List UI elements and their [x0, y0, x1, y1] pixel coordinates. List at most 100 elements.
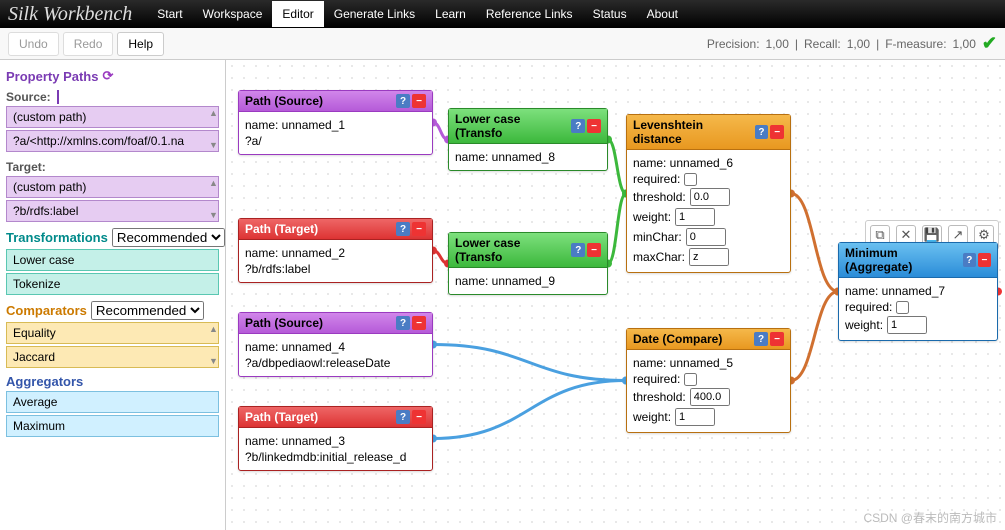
close-icon[interactable]: − — [978, 253, 991, 267]
comparators-select[interactable]: Recommended — [91, 301, 204, 320]
tab-about[interactable]: About — [637, 1, 688, 27]
required-row: required: — [845, 300, 991, 314]
close-icon[interactable]: − — [412, 410, 426, 424]
weight-input[interactable] — [887, 316, 927, 334]
maxchar-input[interactable] — [689, 248, 729, 266]
node-name: name: unnamed_3 — [245, 434, 426, 448]
tab-generate-links[interactable]: Generate Links — [324, 1, 425, 27]
required-row: required: — [633, 372, 784, 386]
palette-item[interactable]: Jaccard — [6, 346, 219, 368]
sidebar: Property Paths ⟳ Source: ▲▼(custom path)… — [0, 60, 226, 530]
transformations-select[interactable]: Recommended — [112, 228, 225, 247]
palette-item[interactable]: Tokenize — [6, 273, 219, 295]
node-date[interactable]: Date (Compare)?−name: unnamed_5required:… — [626, 328, 791, 433]
help-icon[interactable]: ? — [396, 222, 410, 236]
threshold-row: threshold: — [633, 188, 784, 206]
tab-start[interactable]: Start — [147, 1, 192, 27]
required-checkbox[interactable] — [896, 301, 909, 314]
undo-button[interactable]: Undo — [8, 32, 59, 56]
tab-editor[interactable]: Editor — [272, 1, 323, 27]
source-label: Source: — [6, 90, 219, 104]
fmeasure-value: 1,00 — [953, 37, 976, 51]
close-icon[interactable]: − — [412, 222, 426, 236]
node-name: name: unnamed_9 — [455, 274, 601, 288]
minchar-row: minChar: — [633, 228, 784, 246]
top-bar: Silk Workbench StartWorkspaceEditorGener… — [0, 0, 1005, 28]
maxchar-row: maxChar: — [633, 248, 784, 266]
node-lev[interactable]: Levenshtein distance?−name: unnamed_6req… — [626, 114, 791, 273]
close-icon[interactable]: − — [770, 332, 784, 346]
node-path: ?a/ — [245, 134, 426, 148]
transformations-title: Transformations Recommended — [6, 228, 219, 247]
palette-item[interactable]: (custom path) — [6, 106, 219, 128]
minchar-input[interactable] — [686, 228, 726, 246]
node-lc1[interactable]: Lower case (Transfo?−name: unnamed_8 — [448, 108, 608, 171]
node-path: ?b/rdfs:label — [245, 262, 426, 276]
palette-item[interactable]: Lower case — [6, 249, 219, 271]
weight-input[interactable] — [675, 208, 715, 226]
palette-item[interactable]: Maximum — [6, 415, 219, 437]
redo-button[interactable]: Redo — [63, 32, 114, 56]
help-icon[interactable]: ? — [571, 119, 585, 133]
required-checkbox[interactable] — [684, 373, 697, 386]
precision-label: Precision: — [707, 37, 760, 51]
tab-workspace[interactable]: Workspace — [193, 1, 273, 27]
tab-status[interactable]: Status — [583, 1, 637, 27]
node-path: ?a/dbpediaowl:releaseDate — [245, 356, 426, 370]
help-icon[interactable]: ? — [396, 316, 410, 330]
required-row: required: — [633, 172, 784, 186]
tab-learn[interactable]: Learn — [425, 1, 476, 27]
fmeasure-label: F-measure: — [885, 37, 946, 51]
close-icon[interactable]: − — [412, 316, 426, 330]
help-icon[interactable]: ? — [571, 243, 585, 257]
weight-row: weight: — [633, 208, 784, 226]
node-src2[interactable]: Path (Source)?−name: unnamed_4?a/dbpedia… — [238, 312, 433, 377]
recall-label: Recall: — [804, 37, 841, 51]
node-tgt2[interactable]: Path (Target)?−name: unnamed_3?b/linkedm… — [238, 406, 433, 471]
app-title: Silk Workbench — [0, 3, 147, 26]
node-name: name: unnamed_5 — [633, 356, 784, 370]
weight-row: weight: — [633, 408, 784, 426]
close-icon[interactable]: − — [587, 243, 601, 257]
canvas[interactable]: ⧉ ✕ 💾 ↗ ⚙ Path (Source)?−name: unnamed_1… — [226, 60, 1005, 530]
required-checkbox[interactable] — [684, 173, 697, 186]
node-name: name: unnamed_2 — [245, 246, 426, 260]
node-path: ?b/linkedmdb:initial_release_d — [245, 450, 426, 464]
help-icon[interactable]: ? — [963, 253, 976, 267]
help-icon[interactable]: ? — [754, 332, 768, 346]
help-icon[interactable]: ? — [396, 94, 410, 108]
help-button[interactable]: Help — [117, 32, 164, 56]
refresh-icon[interactable]: ⟳ — [102, 68, 113, 84]
check-icon: ✔ — [982, 33, 997, 54]
weight-input[interactable] — [675, 408, 715, 426]
recall-value: 1,00 — [847, 37, 870, 51]
palette-item[interactable]: (custom path) — [6, 176, 219, 198]
node-name: name: unnamed_4 — [245, 340, 426, 354]
weight-row: weight: — [845, 316, 991, 334]
comparators-title: Comparators Recommended — [6, 301, 219, 320]
palette-item[interactable]: Equality — [6, 322, 219, 344]
help-icon[interactable]: ? — [755, 125, 769, 139]
node-src1[interactable]: Path (Source)?−name: unnamed_1?a/ — [238, 90, 433, 155]
palette-item[interactable]: ?b/rdfs:label — [6, 200, 219, 222]
watermark: CSDN @春末的南方城市 — [863, 509, 997, 526]
node-min[interactable]: Minimum (Aggregate)?−name: unnamed_7requ… — [838, 242, 998, 341]
help-icon[interactable]: ? — [396, 410, 410, 424]
node-name: name: unnamed_6 — [633, 156, 784, 170]
node-lc2[interactable]: Lower case (Transfo?−name: unnamed_9 — [448, 232, 608, 295]
node-tgt1[interactable]: Path (Target)?−name: unnamed_2?b/rdfs:la… — [238, 218, 433, 283]
status-bar: Precision: 1,00 | Recall: 1,00 | F-measu… — [707, 33, 997, 54]
close-icon[interactable]: − — [770, 125, 784, 139]
toolbar: Undo Redo Help Precision: 1,00 | Recall:… — [0, 28, 1005, 60]
close-icon[interactable]: − — [412, 94, 426, 108]
close-icon[interactable]: − — [587, 119, 601, 133]
threshold-input[interactable] — [690, 188, 730, 206]
palette-item[interactable]: Average — [6, 391, 219, 413]
tab-reference-links[interactable]: Reference Links — [476, 1, 583, 27]
threshold-row: threshold: — [633, 388, 784, 406]
palette-item[interactable]: ?a/<http://xmlns.com/foaf/0.1.na — [6, 130, 219, 152]
threshold-input[interactable] — [690, 388, 730, 406]
aggregators-title: Aggregators — [6, 374, 219, 389]
target-label: Target: — [6, 160, 219, 174]
node-name: name: unnamed_1 — [245, 118, 426, 132]
